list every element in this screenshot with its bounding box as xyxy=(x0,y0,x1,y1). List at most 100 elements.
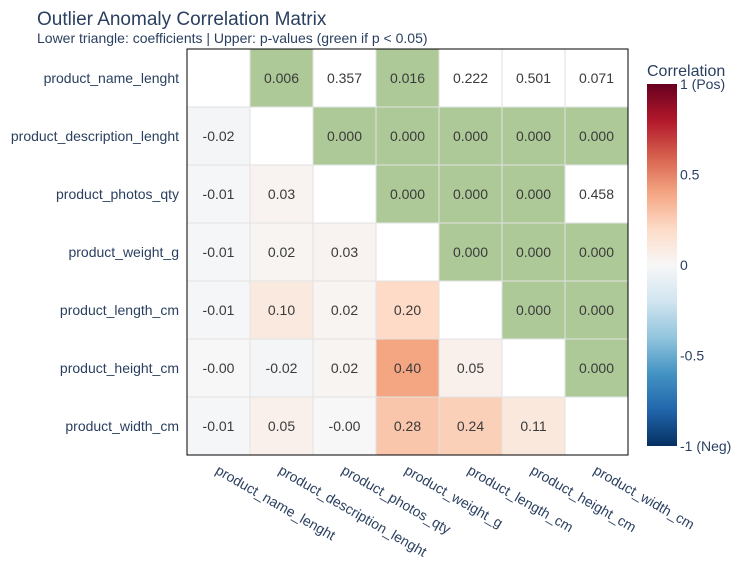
y-tick-label: product_weight_g xyxy=(68,244,179,260)
colorbar xyxy=(647,84,677,446)
p-value-label: 0.000 xyxy=(516,186,551,202)
p-value-cell xyxy=(501,280,566,340)
p-value-label: 0.000 xyxy=(327,128,362,144)
coefficient-label: -0.00 xyxy=(203,360,235,376)
coefficient-label: -0.02 xyxy=(203,128,235,144)
p-value-label: 0.000 xyxy=(453,128,488,144)
y-tick-label: product_height_cm xyxy=(60,360,179,376)
p-value-label: 0.071 xyxy=(579,70,614,86)
coefficient-label: 0.05 xyxy=(268,418,295,434)
coefficient-label: 0.03 xyxy=(268,186,295,202)
coefficient-label: 0.05 xyxy=(457,360,484,376)
p-value-cell xyxy=(312,106,377,166)
p-value-cell xyxy=(564,106,629,166)
p-value-label: 0.000 xyxy=(579,302,614,318)
p-value-label: 0.016 xyxy=(390,70,425,86)
diagonal-cell xyxy=(249,106,314,166)
chart-title: Outlier Anomaly Correlation Matrix xyxy=(37,9,327,30)
coefficient-cell xyxy=(186,222,251,282)
x-tick-label: product_length_cm xyxy=(465,462,576,535)
p-value-cell xyxy=(438,164,503,224)
coefficient-cell xyxy=(375,280,440,340)
coefficient-label: -0.00 xyxy=(329,418,361,434)
p-value-label: 0.000 xyxy=(390,186,425,202)
p-value-cell xyxy=(438,222,503,282)
coefficient-label: -0.01 xyxy=(203,186,235,202)
coefficient-label: 0.02 xyxy=(331,360,358,376)
p-value-label: 0.000 xyxy=(516,128,551,144)
coefficient-cell xyxy=(249,222,314,282)
coefficient-cell xyxy=(249,164,314,224)
colorbar-tick-label: 0.5 xyxy=(680,167,700,183)
coefficient-label: -0.01 xyxy=(203,302,235,318)
diagonal-cell xyxy=(186,48,251,108)
p-value-cell xyxy=(564,338,629,398)
coefficient-cell xyxy=(312,222,377,282)
diagonal-cell xyxy=(312,164,377,224)
colorbar-title: Correlation xyxy=(647,63,725,80)
p-value-cell xyxy=(312,48,377,108)
coefficient-label: 0.40 xyxy=(394,360,421,376)
p-value-label: 0.006 xyxy=(264,70,299,86)
coefficient-label: -0.01 xyxy=(203,418,235,434)
coefficient-label: -0.02 xyxy=(266,360,298,376)
p-value-label: 0.000 xyxy=(579,128,614,144)
x-tick-label: product_height_cm xyxy=(528,462,639,535)
coefficient-cell xyxy=(186,338,251,398)
coefficient-cell xyxy=(501,396,566,456)
coefficient-label: -0.01 xyxy=(203,244,235,260)
coefficient-label: 0.20 xyxy=(394,302,421,318)
coefficient-label: 0.02 xyxy=(331,302,358,318)
y-tick-label: product_length_cm xyxy=(60,302,179,318)
diagonal-cell xyxy=(375,222,440,282)
coefficient-label: 0.03 xyxy=(331,244,358,260)
coefficient-label: 0.28 xyxy=(394,418,421,434)
coefficient-cell xyxy=(186,396,251,456)
colorbar-ticks: 1 (Pos) 0.5 0 -0.5 -1 (Neg) xyxy=(680,76,731,454)
p-value-label: 0.357 xyxy=(327,70,362,86)
coefficient-cell xyxy=(375,396,440,456)
x-tick-label: product_width_cm xyxy=(591,462,697,533)
p-value-cell xyxy=(438,106,503,166)
y-axis-labels: product_name_lenght product_description_l… xyxy=(11,70,179,434)
plot-frame xyxy=(186,48,629,456)
y-tick-label: product_name_lenght xyxy=(44,70,180,86)
coefficient-label: 0.24 xyxy=(457,418,484,434)
colorbar-tick-label: -0.5 xyxy=(680,348,704,364)
coefficient-label: 0.10 xyxy=(268,302,295,318)
coefficient-cell xyxy=(186,280,251,340)
p-value-label: 0.000 xyxy=(390,128,425,144)
chart-subtitle: Lower triangle: coefficients | Upper: p-… xyxy=(37,30,428,46)
p-value-cell xyxy=(564,164,629,224)
y-tick-label: product_description_lenght xyxy=(11,128,179,144)
heatmap-cells: 0.006 0.357 0.016 0.222 0.501 0.071 -0.02 0.000… xyxy=(186,48,629,456)
p-value-label: 0.222 xyxy=(453,70,488,86)
coefficient-cell xyxy=(312,280,377,340)
p-value-cell xyxy=(501,164,566,224)
coefficient-label: 0.11 xyxy=(520,418,546,434)
coefficient-label: 0.02 xyxy=(268,244,295,260)
p-value-label: 0.000 xyxy=(453,186,488,202)
p-value-cell xyxy=(564,48,629,108)
x-tick-label: product_name_lenght xyxy=(213,462,338,544)
diagonal-cell xyxy=(438,280,503,340)
y-tick-label: product_photos_qty xyxy=(56,186,179,202)
colorbar-tick-label: 0 xyxy=(680,257,688,273)
p-value-label: 0.458 xyxy=(579,186,614,202)
colorbar-tick-label: -1 (Neg) xyxy=(680,438,731,454)
p-value-cell xyxy=(249,48,314,108)
diagonal-cell xyxy=(564,396,629,456)
p-value-label: 0.000 xyxy=(453,244,488,260)
diagonal-cell xyxy=(501,338,566,398)
p-value-cell xyxy=(501,222,566,282)
colorbar-tick-label: 1 (Pos) xyxy=(680,76,725,92)
p-value-label: 0.000 xyxy=(516,302,551,318)
x-axis-labels: product_name_lenghtproduct_description_l… xyxy=(213,462,697,560)
p-value-label: 0.000 xyxy=(579,244,614,260)
y-tick-label: product_width_cm xyxy=(65,418,179,434)
p-value-label: 0.000 xyxy=(516,244,551,260)
coefficient-cell xyxy=(312,396,377,456)
p-value-label: 0.000 xyxy=(579,360,614,376)
p-value-label: 0.501 xyxy=(516,70,551,86)
